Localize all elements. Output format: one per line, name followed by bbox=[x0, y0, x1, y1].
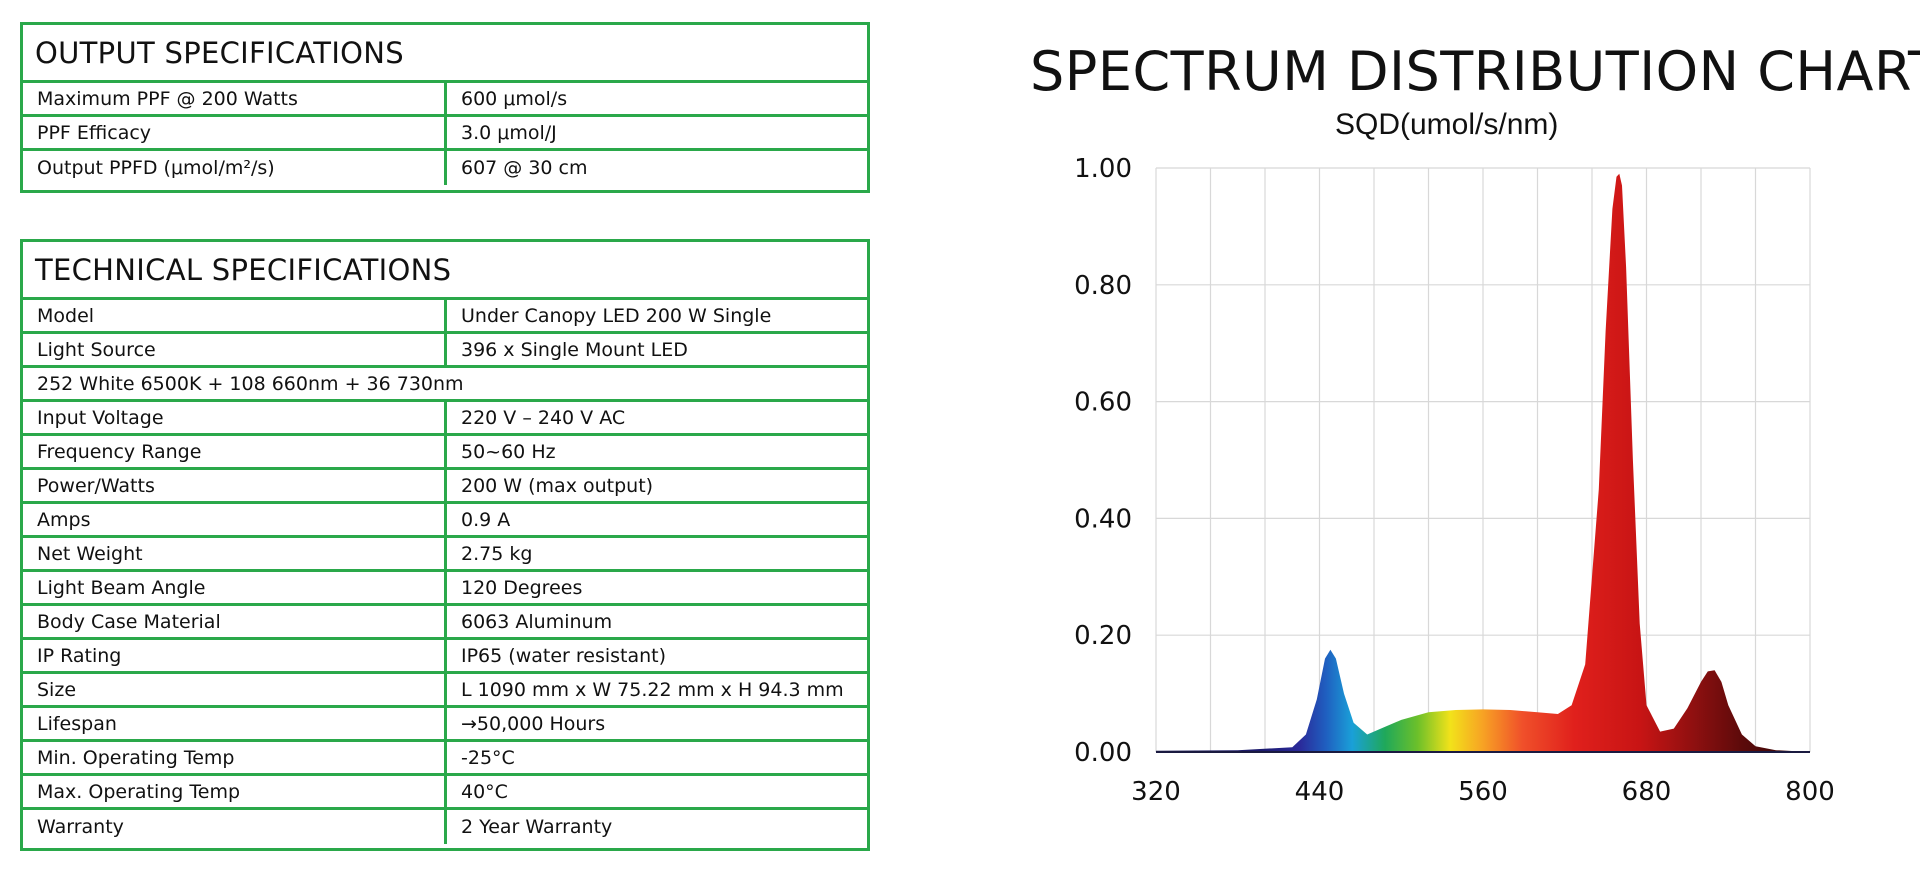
table-row: Light Beam Angle 120 Degrees bbox=[23, 572, 867, 606]
spec-label: Output PPFD (μmol/m²/s) bbox=[23, 151, 447, 185]
spec-label: Max. Operating Temp bbox=[23, 776, 447, 807]
spec-full-row: 252 White 6500K + 108 660nm + 36 730nm bbox=[37, 372, 464, 395]
spec-label: Warranty bbox=[23, 810, 447, 844]
table-row: PPF Efficacy 3.0 μmol/J bbox=[23, 117, 867, 151]
x-tick-label: 320 bbox=[1131, 777, 1181, 807]
spec-value: 600 μmol/s bbox=[461, 87, 568, 110]
spec-label: IP Rating bbox=[23, 640, 447, 671]
output-specifications-title: OUTPUT SPECIFICATIONS bbox=[23, 25, 867, 83]
y-tick-label: 0.00 bbox=[1074, 738, 1132, 768]
table-row: Max. Operating Temp 40°C bbox=[23, 776, 867, 810]
chart-ticks: 0.00 0.20 0.40 0.60 0.80 1.00 320 440 560 680 800 bbox=[1074, 154, 1835, 807]
spec-value: 607 @ 30 cm bbox=[461, 157, 588, 179]
table-row: Min. Operating Temp -25°C bbox=[23, 742, 867, 776]
y-tick-label: 1.00 bbox=[1074, 154, 1132, 184]
x-tick-label: 800 bbox=[1785, 777, 1835, 807]
y-tick-label: 0.40 bbox=[1074, 504, 1132, 534]
spec-label: Power/Watts bbox=[23, 470, 447, 501]
spec-label: Size bbox=[23, 674, 447, 705]
table-row: Power/Watts 200 W (max output) bbox=[23, 470, 867, 504]
x-tick-label: 440 bbox=[1295, 777, 1345, 807]
table-row: IP Rating IP65 (water resistant) bbox=[23, 640, 867, 674]
technical-specifications-title: TECHNICAL SPECIFICATIONS bbox=[23, 242, 867, 300]
spec-label: Body Case Material bbox=[23, 606, 447, 637]
spec-value: 6063 Aluminum bbox=[461, 610, 613, 633]
x-tick-label: 680 bbox=[1622, 777, 1672, 807]
spectrum-chart: 0.00 0.20 0.40 0.60 0.80 1.00 320 440 560 680 800 bbox=[1074, 154, 1835, 807]
spec-value: 220 V – 240 V AC bbox=[461, 406, 626, 429]
table-row: Light Source 396 x Single Mount LED bbox=[23, 334, 867, 368]
table-row: Frequency Range 50~60 Hz bbox=[23, 436, 867, 470]
y-tick-label: 0.80 bbox=[1074, 271, 1132, 301]
x-tick-label: 560 bbox=[1458, 777, 1508, 807]
spec-label: Model bbox=[23, 300, 447, 331]
table-row: Output PPFD (μmol/m²/s) 607 @ 30 cm bbox=[23, 151, 867, 185]
table-row: Input Voltage 220 V – 240 V AC bbox=[23, 402, 867, 436]
spec-value: Under Canopy LED 200 W Single bbox=[461, 304, 772, 327]
y-tick-label: 0.20 bbox=[1074, 621, 1132, 651]
table-row: Net Weight 2.75 kg bbox=[23, 538, 867, 572]
table-row: Maximum PPF @ 200 Watts 600 μmol/s bbox=[23, 83, 867, 117]
spec-value: →50,000 Hours bbox=[461, 712, 606, 735]
spec-value: 396 x Single Mount LED bbox=[461, 338, 688, 361]
table-row: Amps 0.9 A bbox=[23, 504, 867, 538]
table-row: Model Under Canopy LED 200 W Single bbox=[23, 300, 867, 334]
table-row: Size L 1090 mm x W 75.22 mm x H 94.3 mm bbox=[23, 674, 867, 708]
spec-label: PPF Efficacy bbox=[23, 117, 447, 148]
table-row: 252 White 6500K + 108 660nm + 36 730nm bbox=[23, 368, 867, 402]
spec-label: Frequency Range bbox=[23, 436, 447, 467]
spec-value: 50~60 Hz bbox=[461, 440, 556, 463]
spec-label: Maximum PPF @ 200 Watts bbox=[23, 83, 447, 114]
chart-subtitle: SQD(umol/s/nm) bbox=[1335, 108, 1559, 141]
spec-value: 40°C bbox=[461, 780, 508, 803]
y-tick-label: 0.60 bbox=[1074, 388, 1132, 418]
spec-value: 120 Degrees bbox=[461, 576, 583, 599]
technical-specifications-table: TECHNICAL SPECIFICATIONS Model Under Can… bbox=[20, 239, 870, 851]
spec-label: Amps bbox=[23, 504, 447, 535]
spec-value: 2.75 kg bbox=[461, 542, 533, 565]
spec-label: Light Source bbox=[23, 334, 447, 365]
spec-label: Input Voltage bbox=[23, 402, 447, 433]
output-specifications-table: OUTPUT SPECIFICATIONS Maximum PPF @ 200 … bbox=[20, 22, 870, 193]
spec-value: L 1090 mm x W 75.22 mm x H 94.3 mm bbox=[461, 678, 844, 701]
spec-value: 0.9 A bbox=[461, 508, 511, 531]
chart-grid bbox=[1155, 167, 1811, 753]
spec-value: 3.0 μmol/J bbox=[461, 121, 557, 144]
table-row: Body Case Material 6063 Aluminum bbox=[23, 606, 867, 640]
spec-label: Light Beam Angle bbox=[23, 572, 447, 603]
spec-value: IP65 (water resistant) bbox=[461, 644, 667, 667]
spectrum-series bbox=[1156, 173, 1810, 753]
spec-value: 200 W (max output) bbox=[461, 474, 654, 497]
spec-label: Net Weight bbox=[23, 538, 447, 569]
spec-label: Min. Operating Temp bbox=[23, 742, 447, 773]
spec-value: 2 Year Warranty bbox=[461, 816, 613, 838]
spec-value: -25°C bbox=[461, 746, 515, 769]
chart-title: SPECTRUM DISTRIBUTION CHART bbox=[1030, 40, 1920, 103]
table-row: Warranty 2 Year Warranty bbox=[23, 810, 867, 844]
table-row: Lifespan →50,000 Hours bbox=[23, 708, 867, 742]
spec-label: Lifespan bbox=[23, 708, 447, 739]
